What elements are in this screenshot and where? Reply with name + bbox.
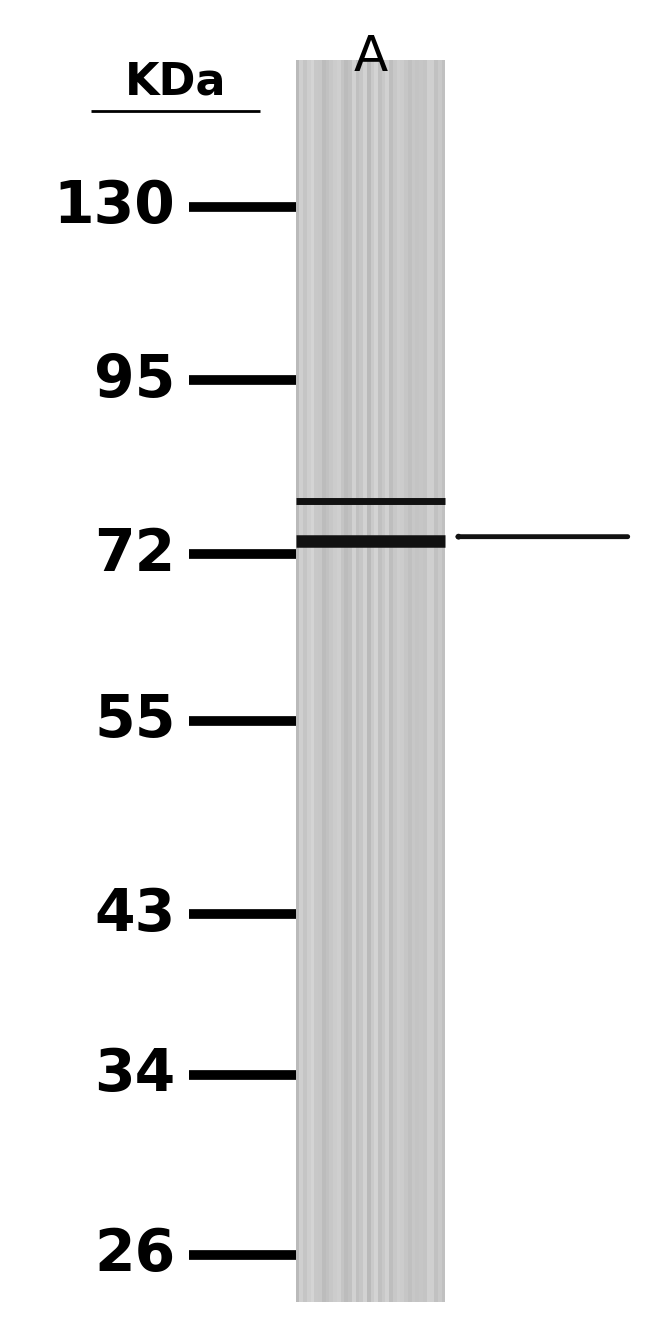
- Text: 72: 72: [94, 526, 176, 582]
- Bar: [296, 60, 300, 1302]
- Bar: [393, 60, 396, 1302]
- Bar: [348, 60, 352, 1302]
- Bar: [370, 60, 374, 1302]
- Bar: [419, 60, 423, 1302]
- Bar: [385, 60, 389, 1302]
- Bar: [333, 60, 337, 1302]
- Bar: [378, 60, 382, 1302]
- Bar: [311, 60, 315, 1302]
- Text: KDa: KDa: [125, 60, 226, 103]
- Bar: [434, 60, 438, 1302]
- Text: 34: 34: [94, 1047, 176, 1103]
- Bar: [318, 60, 322, 1302]
- Bar: [411, 60, 415, 1302]
- Bar: [426, 60, 430, 1302]
- Bar: [330, 60, 333, 1302]
- Bar: [296, 60, 445, 1302]
- Bar: [382, 60, 385, 1302]
- Bar: [363, 60, 367, 1302]
- Text: 43: 43: [94, 886, 176, 943]
- Bar: [307, 60, 311, 1302]
- Bar: [430, 60, 434, 1302]
- Bar: [303, 60, 307, 1302]
- Bar: [322, 60, 326, 1302]
- Bar: [389, 60, 393, 1302]
- Bar: [423, 60, 426, 1302]
- Bar: [374, 60, 378, 1302]
- Bar: [415, 60, 419, 1302]
- Text: A: A: [354, 33, 387, 81]
- Bar: [367, 60, 370, 1302]
- Bar: [441, 60, 445, 1302]
- Bar: [341, 60, 344, 1302]
- Bar: [311, 60, 430, 1302]
- Bar: [326, 60, 330, 1302]
- Text: 26: 26: [94, 1227, 176, 1283]
- Text: 95: 95: [94, 352, 176, 409]
- Bar: [396, 60, 400, 1302]
- Bar: [344, 60, 348, 1302]
- Bar: [359, 60, 363, 1302]
- Bar: [337, 60, 341, 1302]
- Bar: [438, 60, 441, 1302]
- Text: 55: 55: [94, 693, 176, 749]
- Bar: [400, 60, 404, 1302]
- Bar: [356, 60, 359, 1302]
- Bar: [408, 60, 411, 1302]
- Text: 130: 130: [54, 179, 176, 235]
- Bar: [300, 60, 303, 1302]
- Bar: [404, 60, 408, 1302]
- Bar: [315, 60, 318, 1302]
- Bar: [352, 60, 356, 1302]
